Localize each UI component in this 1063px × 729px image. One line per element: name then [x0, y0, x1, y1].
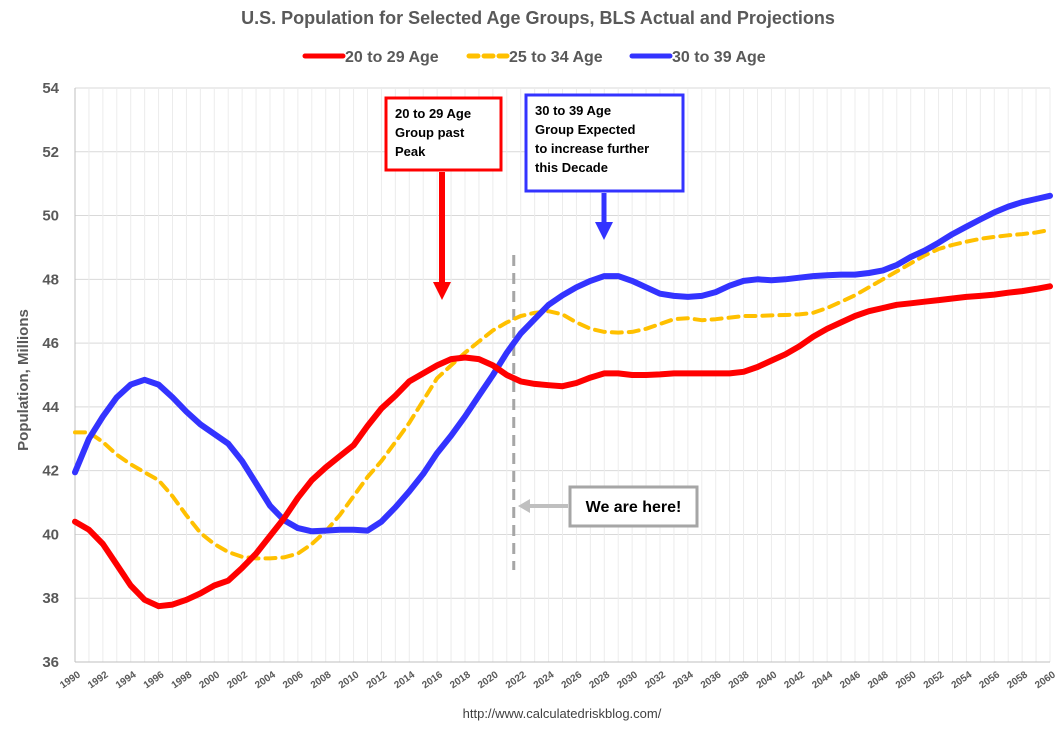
x-tick-label: 2036: [699, 669, 724, 691]
x-tick-label: 2016: [420, 669, 445, 691]
legend-label: 20 to 29 Age: [345, 49, 439, 66]
x-tick-label: 2058: [1005, 669, 1030, 691]
y-tick-label: 40: [42, 526, 59, 543]
series-line-25-to-34-age: [73, 227, 1052, 561]
annotation-3: We are here!: [518, 485, 699, 528]
y-tick-label: 44: [42, 399, 59, 416]
annotation-text: this Decade: [535, 160, 608, 175]
series-lines: [72, 192, 1053, 610]
y-tick-label: 42: [42, 463, 59, 480]
annotation-text: 20 to 29 Age: [395, 106, 471, 121]
x-tick-label: 2006: [281, 669, 306, 691]
x-tick-label: 2022: [504, 669, 529, 691]
y-tick-label: 46: [42, 335, 59, 352]
y-axis: 36 38 40 42 44 46 48 50 52 54: [42, 80, 59, 671]
x-tick-label: 2028: [587, 669, 612, 691]
x-tick-label: 2040: [755, 669, 780, 691]
x-tick-label: 2038: [727, 669, 752, 691]
x-tick-label: 2050: [894, 669, 919, 691]
x-tick-label: 2008: [309, 669, 334, 691]
x-tick-label: 2018: [448, 669, 473, 691]
annotation-text: We are here!: [586, 499, 682, 516]
x-tick-label: 2012: [365, 669, 390, 691]
annotation-1: 20 to 29 Age Group past Peak: [384, 96, 503, 300]
legend: 20 to 29 Age 25 to 34 Age 30 to 39 Age: [302, 49, 766, 66]
annotation-text: to increase further: [535, 141, 649, 156]
x-tick-label: 2020: [476, 669, 501, 691]
x-tick-label: 2024: [532, 669, 557, 691]
annotation-arrow-head: [518, 499, 530, 513]
y-tick-label: 54: [42, 80, 59, 97]
annotation-text: Peak: [395, 144, 426, 159]
x-axis: 1990 1992 1994 1996 1998 2000 2002 2004 2006 2008…: [58, 669, 1058, 691]
series-line-30-to-39-age: [72, 192, 1053, 535]
x-tick-label: 2048: [866, 669, 891, 691]
x-tick-label: 2002: [225, 669, 250, 691]
x-tick-label: 2034: [671, 669, 696, 691]
annotation-text: Group past: [395, 125, 465, 140]
y-axis-label: Population, Millions: [15, 309, 32, 451]
x-tick-label: 2054: [950, 669, 975, 691]
y-tick-label: 48: [42, 271, 59, 288]
legend-label: 25 to 34 Age: [509, 49, 603, 66]
y-tick-label: 36: [42, 654, 59, 671]
annotation-box: [524, 93, 685, 193]
x-tick-label: 2044: [810, 669, 835, 691]
annotation-text: Group Expected: [535, 122, 635, 137]
y-tick-label: 52: [42, 144, 59, 161]
legend-label: 30 to 39 Age: [672, 49, 766, 66]
x-tick-label: 2056: [977, 669, 1002, 691]
x-tick-label: 1996: [142, 669, 167, 691]
x-tick-label: 2030: [615, 669, 640, 691]
x-tick-label: 1994: [114, 669, 139, 691]
x-tick-label: 2060: [1033, 669, 1058, 691]
annotation-arrow-head: [433, 282, 451, 300]
x-tick-label: 2010: [337, 669, 362, 691]
annotation-text: 30 to 39 Age: [535, 103, 611, 118]
annotation-box: [568, 485, 699, 528]
source-url: http://www.calculatedriskblog.com/: [463, 706, 662, 721]
x-tick-label: 2014: [392, 669, 417, 691]
x-tick-label: 2026: [560, 669, 585, 691]
annotations: 20 to 29 Age Group past Peak 30 to 39 Age Gr…: [384, 93, 699, 528]
x-tick-label: 1992: [86, 669, 111, 691]
x-tick-label: 2042: [782, 669, 807, 691]
series-line-20-to-29-age: [72, 283, 1053, 610]
x-tick-label: 1998: [170, 669, 195, 691]
x-tick-label: 2000: [197, 669, 222, 691]
y-tick-label: 38: [42, 590, 59, 607]
x-tick-label: 1990: [58, 669, 83, 691]
annotation-arrow-head: [595, 222, 613, 240]
grid: [74, 87, 1051, 663]
annotation-2: 30 to 39 Age Group Expected to increase fu…: [524, 93, 685, 240]
chart-title: U.S. Population for Selected Age Groups,…: [241, 8, 835, 28]
annotation-box: [384, 96, 503, 172]
x-tick-label: 2004: [253, 669, 278, 691]
y-tick-label: 50: [42, 208, 59, 225]
x-tick-label: 2032: [643, 669, 668, 691]
x-tick-label: 2052: [922, 669, 947, 691]
x-tick-label: 2046: [838, 669, 863, 691]
